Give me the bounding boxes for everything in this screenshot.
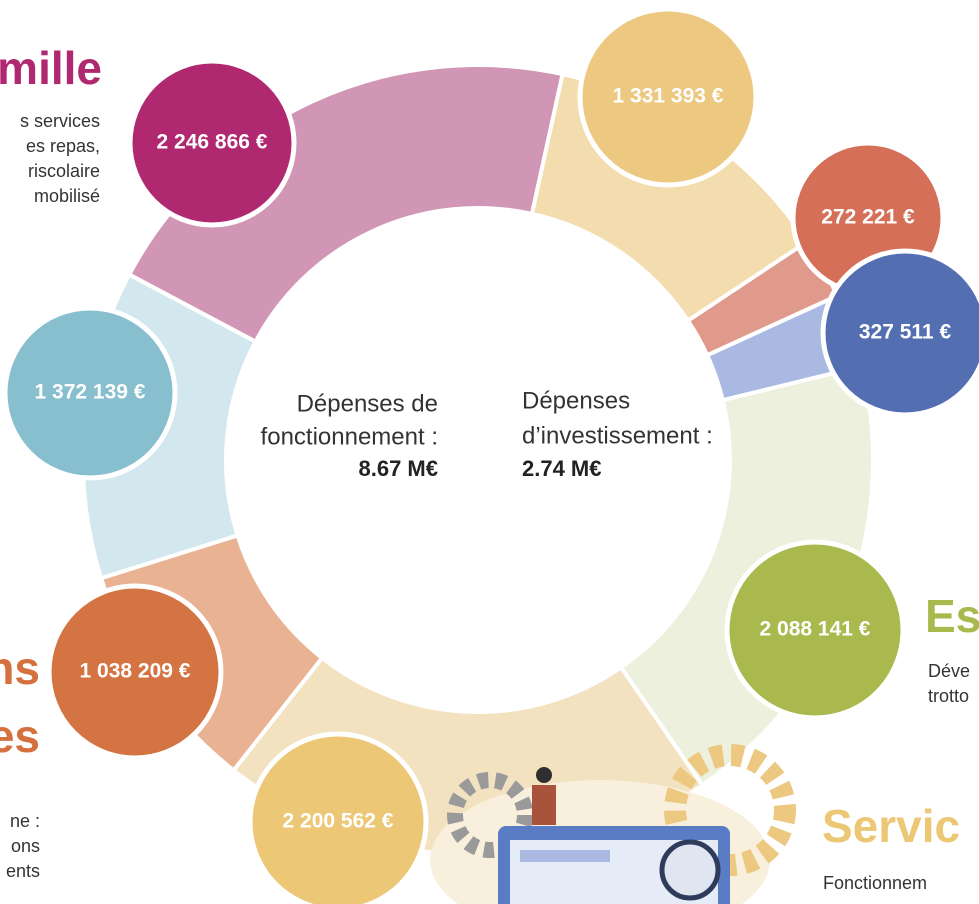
- annotation: mille: [0, 42, 102, 94]
- value-bubble: [247, 731, 429, 904]
- center-label: d’investissement :: [522, 422, 713, 449]
- value-label: 2 246 866 €: [157, 131, 268, 154]
- annotation: Es: [925, 590, 979, 642]
- annotation: es repas,: [26, 136, 100, 156]
- center-label: Dépenses de: [297, 390, 438, 417]
- illustration: [430, 744, 796, 904]
- annotation: Servic: [822, 800, 960, 852]
- value-bubble: [724, 539, 906, 721]
- value-label: 1 372 139 €: [35, 381, 146, 404]
- value-bubble: [820, 248, 979, 418]
- annotation: s services: [20, 111, 100, 131]
- center-label: Dépenses: [522, 387, 630, 414]
- value-label: 2 200 562 €: [283, 810, 394, 833]
- value-bubble: [577, 6, 759, 188]
- center-label: 8.67 M€: [359, 456, 439, 481]
- annotation: Fonctionnem: [823, 873, 927, 893]
- annotation: ns: [0, 642, 40, 694]
- center-label: 2.74 M€: [522, 456, 602, 481]
- annotation: riscolaire: [28, 161, 100, 181]
- value-bubble: [2, 305, 178, 481]
- annotation: mobilisé: [34, 186, 100, 206]
- value-label: 327 511 €: [859, 321, 952, 344]
- value-label: 1 038 209 €: [80, 660, 191, 683]
- value-label: 2 088 141 €: [760, 618, 871, 641]
- annotation: ons: [11, 836, 40, 856]
- center-label: fonctionnement :: [261, 423, 438, 450]
- annotation: ne :: [10, 811, 40, 831]
- value-bubble: [127, 58, 297, 228]
- annotation: ents: [6, 861, 40, 881]
- value-bubble: [46, 583, 224, 761]
- value-label: 1 331 393 €: [613, 85, 724, 108]
- value-label: 272 221 €: [821, 206, 915, 229]
- annotation: Déve: [928, 661, 970, 681]
- annotation: trotto: [928, 686, 969, 706]
- annotation: es: [0, 710, 40, 762]
